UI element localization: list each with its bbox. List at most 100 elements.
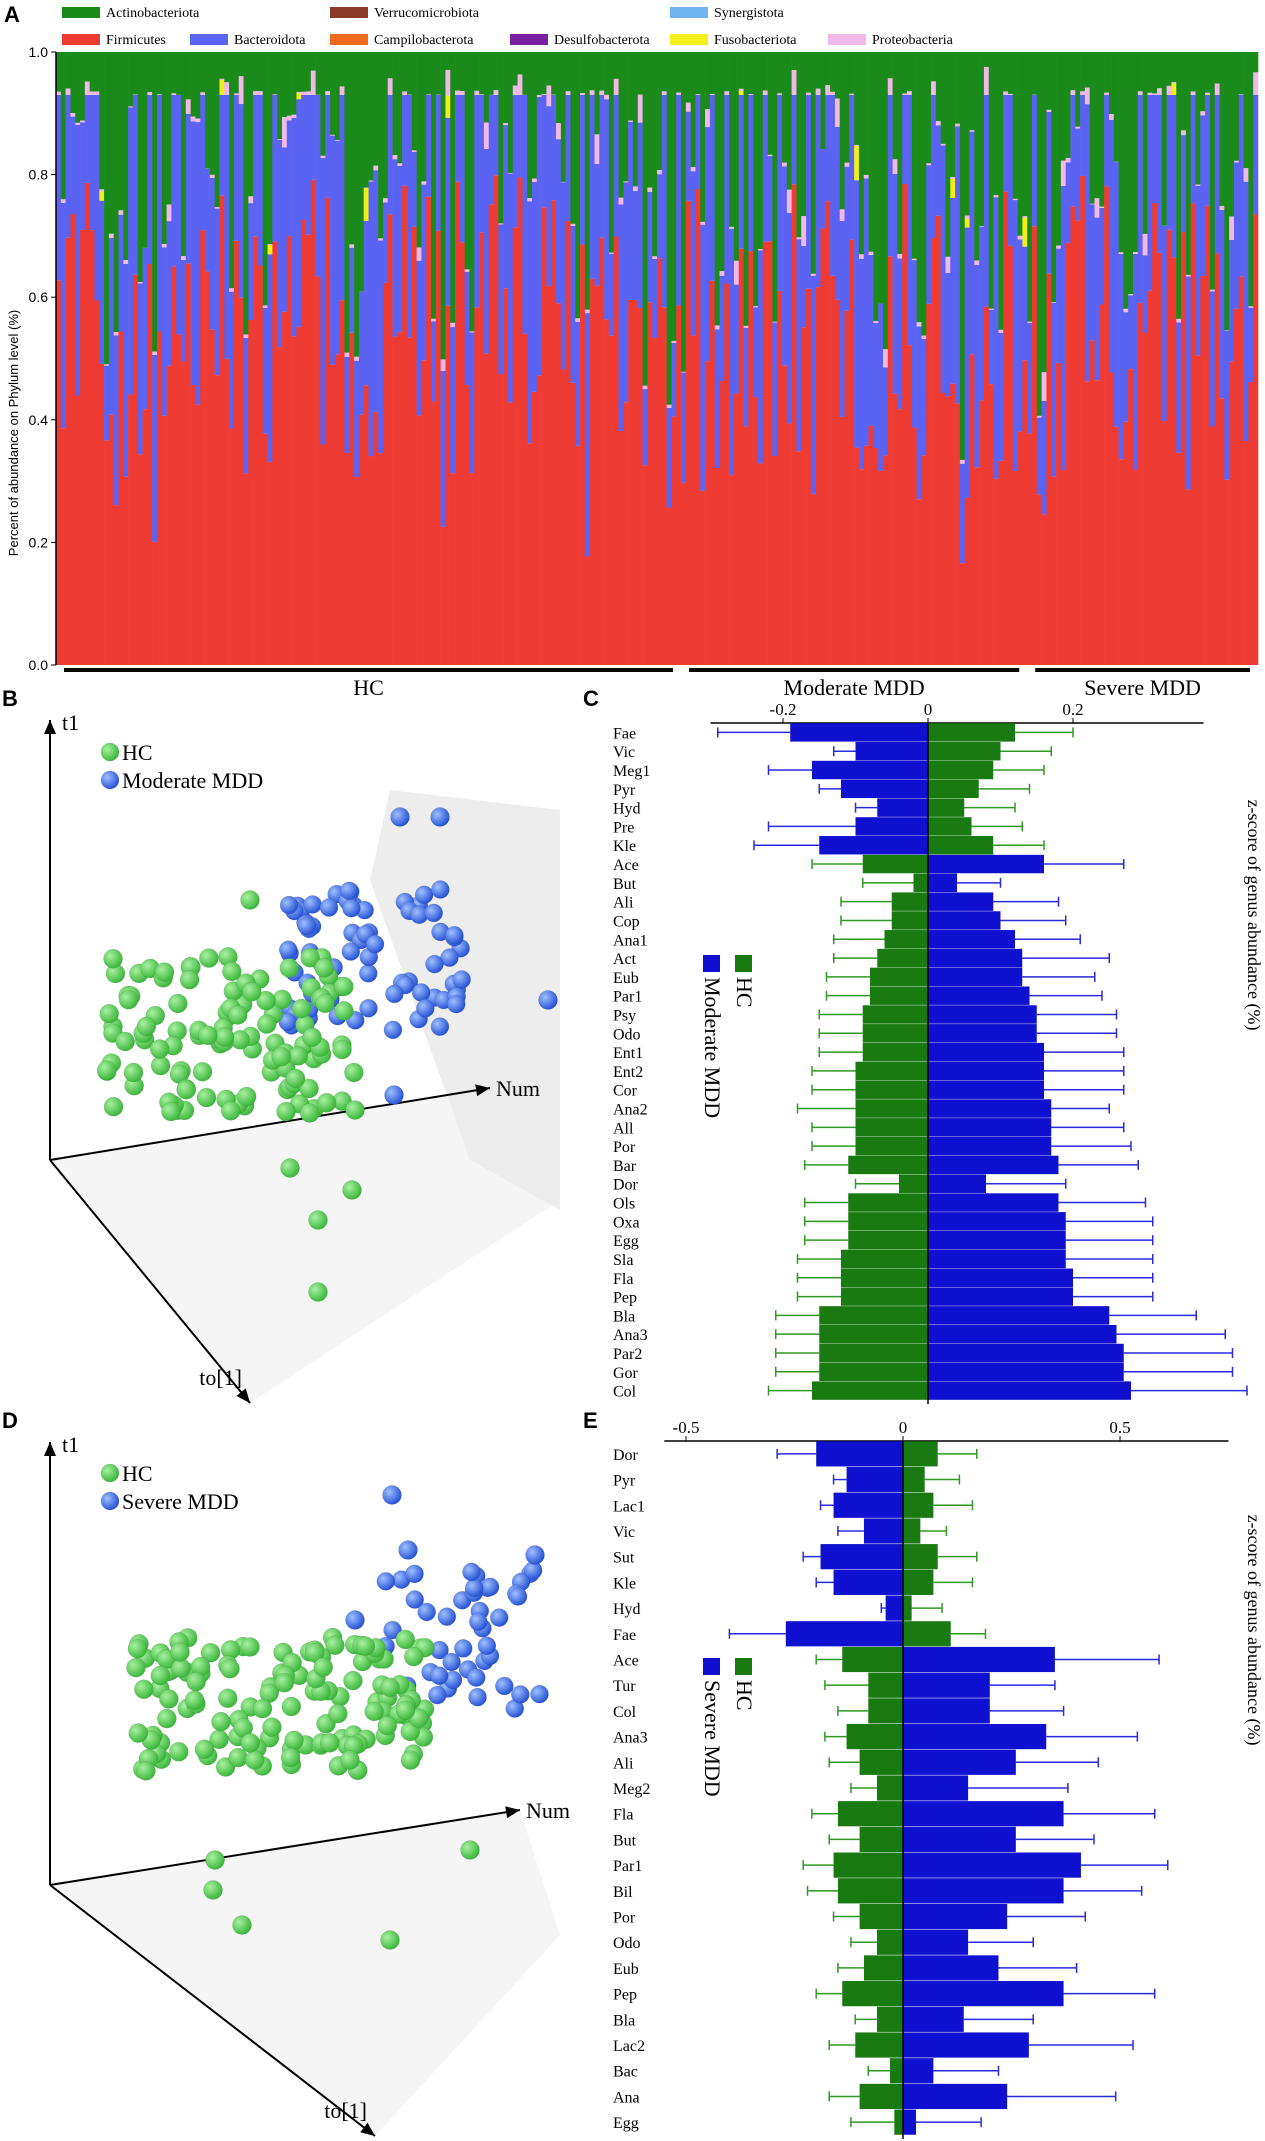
bar-mdd-hyd <box>885 1595 903 1621</box>
bar-segment-bacteroidota <box>397 165 403 332</box>
bar-segment-proteobacteria <box>450 322 456 328</box>
bar-segment-bacteroidota <box>459 94 465 243</box>
bar-segment-firmicutes <box>565 221 571 665</box>
data-point <box>429 1666 449 1685</box>
bar-segment-bacteroidota <box>536 96 542 376</box>
bar-segment-actinobacteriota <box>493 52 499 91</box>
category-label-ana1: Ana1 <box>613 932 648 949</box>
bar-segment-bacteroidota <box>224 94 230 359</box>
category-label-vic: Vic <box>613 744 635 761</box>
bar-segment-actinobacteriota <box>426 52 432 95</box>
bar-segment-bacteroidota <box>565 94 571 222</box>
bar-segment-actinobacteriota <box>637 52 643 95</box>
bar-segment-firmicutes <box>1046 273 1052 665</box>
bar-segment-firmicutes <box>1065 242 1071 665</box>
bar-segment-bacteroidota <box>1104 94 1110 187</box>
bar-segment-actinobacteriota <box>969 52 975 131</box>
bar-segment-bacteroidota <box>214 208 220 376</box>
bar-segment-proteobacteria <box>671 340 677 343</box>
bar-segment-bacteroidota <box>551 94 557 201</box>
bar-segment-actinobacteriota <box>1161 52 1167 226</box>
data-point <box>150 1665 171 1686</box>
bar-hc-fae <box>928 723 1015 742</box>
bar-segment-firmicutes <box>94 300 100 665</box>
bar-segment-firmicutes <box>955 403 961 665</box>
bar-segment-proteobacteria <box>1157 88 1163 95</box>
bar-segment-bacteroidota <box>84 94 90 183</box>
bar-segment-proteobacteria <box>830 91 836 95</box>
data-point <box>257 1014 277 1034</box>
bar-segment-firmicutes <box>1200 276 1206 665</box>
bar-segment-actinobacteriota <box>940 52 946 144</box>
bar-segment-bacteroidota <box>647 191 653 303</box>
category-label-dor: Dor <box>613 1447 639 1464</box>
bar-segment-firmicutes <box>498 374 504 665</box>
axis-label-to1: to[1] <box>324 2098 367 2123</box>
data-point <box>468 1687 487 1707</box>
bar-segment-proteobacteria <box>320 155 326 158</box>
bar-segment-proteobacteria <box>161 243 167 248</box>
bar-mdd-ace <box>928 854 1044 874</box>
bar-segment-actinobacteriota <box>522 52 528 95</box>
bar-segment-firmicutes <box>806 288 812 665</box>
bar-segment-proteobacteria <box>209 174 215 178</box>
bar-segment-proteobacteria <box>440 359 446 371</box>
bar-segment-proteobacteria <box>1233 160 1240 163</box>
bar-segment-proteobacteria <box>796 237 802 240</box>
data-point <box>380 1930 400 1950</box>
bar-segment-bacteroidota <box>229 291 235 429</box>
bar-segment-actinobacteriota <box>1123 52 1129 309</box>
data-point <box>126 1657 146 1678</box>
bar-segment-bacteroidota <box>815 94 821 288</box>
bar-segment-proteobacteria <box>1108 114 1115 120</box>
category-label-psy: Psy <box>613 1007 636 1024</box>
bar-segment-firmicutes <box>974 467 980 665</box>
bar-segment-actinobacteriota <box>416 52 422 248</box>
data-point <box>462 1562 481 1582</box>
bar-segment-firmicutes <box>267 461 273 665</box>
bar-mdd-col <box>903 1698 990 1724</box>
bar-segment-bacteroidota <box>1171 94 1177 258</box>
bar-segment-bacteroidota <box>733 284 740 394</box>
bar-segment-proteobacteria <box>618 197 624 205</box>
data-point <box>127 1638 148 1659</box>
bar-segment-proteobacteria <box>1200 111 1206 116</box>
bar-segment-firmicutes <box>580 244 586 665</box>
bar-segment-actinobacteriota <box>233 52 240 94</box>
bar-segment-proteobacteria <box>445 69 451 96</box>
bar-segment-bacteroidota <box>108 237 114 415</box>
bar-segment-bacteroidota <box>753 307 759 398</box>
bar-segment-actinobacteriota <box>1007 52 1014 94</box>
bar-segment-firmicutes <box>1060 470 1066 665</box>
data-point <box>228 1747 248 1768</box>
data-point <box>159 1689 179 1709</box>
bar-segment-bacteroidota <box>1046 111 1052 274</box>
bar-segment-bacteroidota <box>382 202 389 283</box>
bar-segment-firmicutes <box>358 414 365 665</box>
bar-segment-proteobacteria <box>1022 216 1028 218</box>
bar-hc-dor <box>903 1441 938 1467</box>
bar-segment-proteobacteria <box>503 123 509 126</box>
bar-segment-firmicutes <box>464 385 470 665</box>
bar-segment-proteobacteria <box>959 459 966 464</box>
data-point <box>179 969 200 990</box>
bar-segment-actinobacteriota <box>1094 52 1100 199</box>
bar-segment-firmicutes <box>916 499 922 665</box>
bar-segment-proteobacteria <box>666 404 672 408</box>
bar-segment-proteobacteria <box>810 273 816 276</box>
bar-segment-bacteroidota <box>1195 185 1201 356</box>
bar-segment-actinobacteriota <box>257 52 264 92</box>
bar-segment-bacteroidota <box>99 200 105 364</box>
bar-segment-actinobacteriota <box>988 52 994 309</box>
bar-segment-firmicutes <box>253 236 259 665</box>
bar-segment-actinobacteriota <box>368 52 374 181</box>
bar-hc-hyd <box>928 798 965 817</box>
bar-segment-bacteroidota <box>628 121 634 300</box>
bar-segment-firmicutes <box>238 297 244 665</box>
bar-segment-proteobacteria <box>858 254 865 259</box>
data-point <box>431 880 450 899</box>
data-point <box>276 1101 296 1122</box>
category-label-odo: Odo <box>613 1935 641 1952</box>
bar-segment-bacteroidota <box>700 224 706 491</box>
bar-segment-proteobacteria <box>1046 109 1052 112</box>
